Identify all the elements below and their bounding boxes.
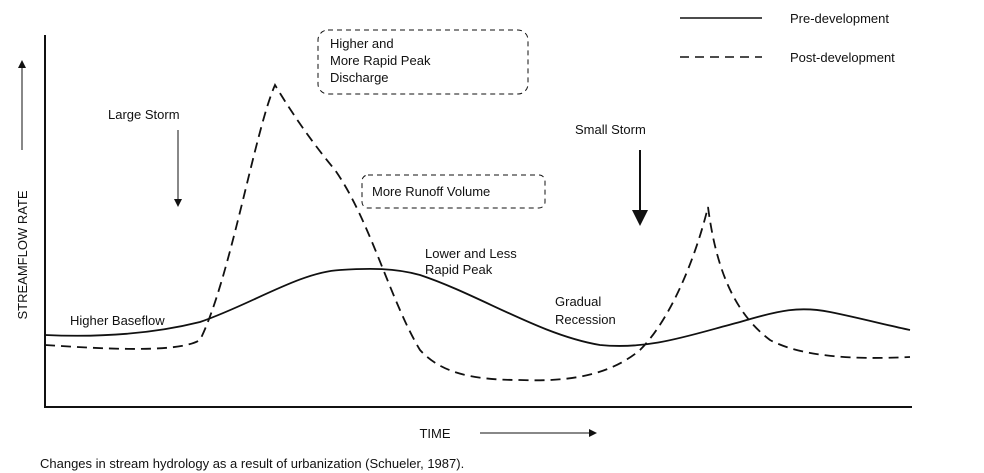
annotation: More Runoff Volume bbox=[372, 184, 490, 199]
annotation: Discharge bbox=[330, 70, 389, 85]
annotation: Gradual bbox=[555, 294, 601, 309]
post-development-curve bbox=[44, 83, 911, 382]
annotation: Higher Baseflow bbox=[70, 313, 165, 328]
annotation: Small Storm bbox=[575, 122, 646, 137]
legend-label: Post-development bbox=[790, 50, 895, 65]
annotation: Rapid Peak bbox=[425, 262, 493, 277]
y-axis-label: STREAMFLOW RATE bbox=[15, 190, 30, 319]
runoff-box bbox=[361, 174, 546, 209]
x-axis-label: TIME bbox=[419, 426, 450, 441]
peak-box bbox=[317, 29, 529, 95]
annotation: Large Storm bbox=[108, 107, 180, 122]
pre-development-curve bbox=[44, 267, 911, 347]
annotation: Lower and Less bbox=[425, 246, 517, 261]
annotation: Higher and bbox=[330, 36, 394, 51]
legend-label: Pre-development bbox=[790, 11, 889, 26]
annotation: Recession bbox=[555, 312, 616, 327]
caption: Changes in stream hydrology as a result … bbox=[40, 456, 464, 471]
annotation: More Rapid Peak bbox=[330, 53, 431, 68]
